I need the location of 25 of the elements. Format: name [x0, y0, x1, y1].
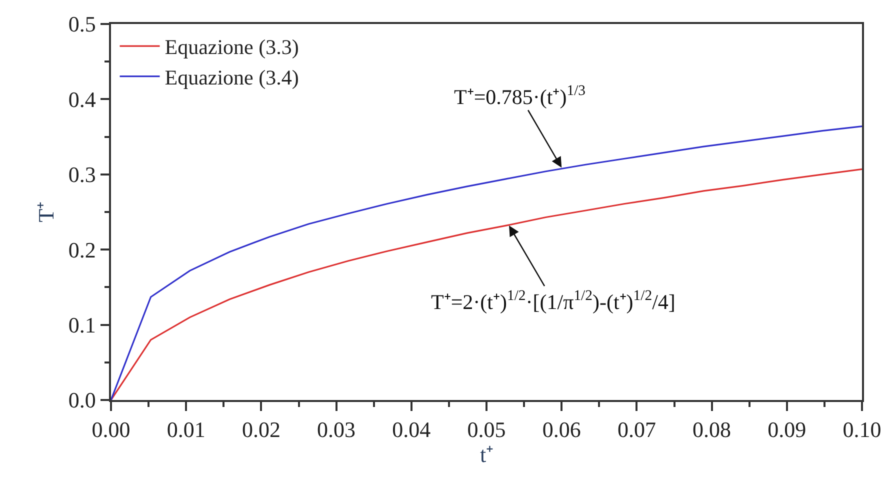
x-tick-label: 0.06: [542, 417, 581, 442]
legend-label: Equazione (3.4): [164, 66, 299, 90]
x-tick-label: 0.09: [768, 417, 806, 442]
annotation: T⁺=2·(t⁺)$^{1/2}$·[(1/π$^{1/2}$)-(t⁺)$^{1/2}$/4]: [431, 288, 676, 314]
y-tick-label: 0.3: [68, 162, 96, 188]
x-tick-label: 0.04: [392, 417, 431, 442]
x-tick-label: 0.05: [467, 417, 506, 442]
x-tick-label: 0.03: [317, 417, 356, 442]
x-axis-title: t⁺: [480, 442, 494, 468]
line-series: [111, 168, 862, 400]
y-tick-label: 0.0: [68, 388, 96, 413]
annotation: T⁺=0.785·(t⁺)$^{1/3}$: [454, 83, 586, 109]
x-tick-label: 0.10: [842, 417, 882, 442]
y-tick-label: 0.1: [68, 312, 96, 338]
x-tick-label: 0.07: [617, 417, 656, 442]
y-axis-title: T⁺: [34, 202, 59, 222]
legend-label: Equazione (3.3): [164, 35, 299, 60]
y-tick-label: 0.4: [68, 86, 96, 112]
x-tick-label: 0.08: [692, 417, 732, 442]
line-series: [111, 125, 862, 400]
y-tick-label: 0.2: [68, 237, 96, 262]
y-tick-label: 0.5: [68, 12, 96, 37]
x-tick-label: 0.00: [92, 417, 130, 442]
x-tick-label: 0.02: [242, 417, 280, 442]
x-tick-label: 0.01: [166, 417, 206, 442]
